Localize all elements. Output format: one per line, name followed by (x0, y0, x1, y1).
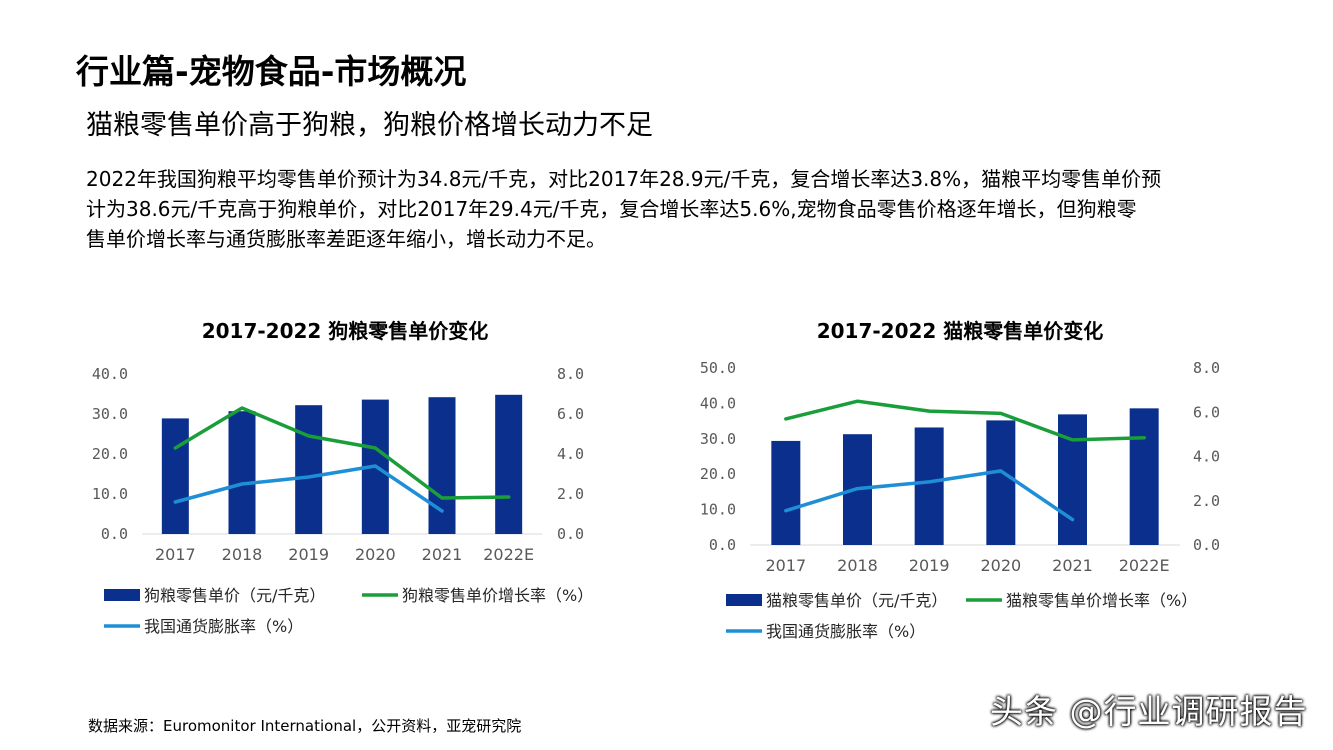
x-axis-tick-label: 2020 (980, 556, 1021, 575)
y2-axis-tick-label: 6.0 (557, 405, 584, 423)
bar (914, 427, 944, 545)
y-axis-tick-label: 40.0 (92, 365, 128, 383)
x-axis-tick-label: 2018 (837, 556, 878, 575)
y-axis-tick-label: 10.0 (92, 485, 128, 503)
y-axis-tick-label: 30.0 (700, 430, 736, 448)
y-axis-tick-label: 0.0 (101, 525, 128, 543)
bar (1129, 408, 1159, 545)
inflation-rate-line (173, 464, 444, 513)
legend-label: 狗粮零售单价增长率（%） (402, 586, 593, 605)
x-axis-tick-label: 2022E (483, 545, 534, 564)
legend-swatch-bar (726, 594, 762, 606)
y2-axis-tick-label: 0.0 (1193, 536, 1220, 554)
watermark: 头条 @行业调研报告 (990, 692, 1308, 731)
x-axis-tick-label: 2022E (1119, 556, 1170, 575)
legend-swatch-bar (104, 589, 140, 601)
body-paragraph: 2022年我国狗粮平均零售单价预计为34.8元/千克，对比2017年28.9元/… (86, 164, 1261, 254)
page-subtitle: 猫粮零售单价高于狗粮，狗粮价格增长动力不足 (86, 110, 653, 141)
y2-axis-tick-label: 8.0 (1193, 359, 1220, 377)
body-line: 计为38.6元/千克高于狗粮单价，对比2017年29.4元/千克，复合增长率达5… (86, 197, 1137, 221)
y2-axis-tick-label: 4.0 (557, 445, 584, 463)
chart-title: 2017-2022 猫粮零售单价变化 (817, 319, 1104, 343)
bar (228, 411, 256, 534)
y2-axis-tick-label: 8.0 (557, 365, 584, 383)
x-axis-tick-label: 2021 (1052, 556, 1093, 575)
y2-axis-tick-label: 2.0 (1193, 492, 1220, 510)
y-axis-tick-label: 20.0 (92, 445, 128, 463)
bar (986, 420, 1016, 545)
x-axis-tick-label: 2020 (355, 545, 396, 564)
y-axis-tick-label: 10.0 (700, 501, 736, 519)
bar (495, 394, 523, 534)
y2-axis-tick-label: 6.0 (1193, 403, 1220, 421)
body-line: 2022年我国狗粮平均零售单价预计为34.8元/千克，对比2017年28.9元/… (86, 167, 1162, 191)
growth-rate-line (784, 399, 1146, 442)
bar (1058, 414, 1087, 545)
inflation-rate-line (784, 469, 1075, 522)
x-axis-tick-label: 2017 (155, 545, 196, 564)
legend-label: 我国通货膨胀率（%） (766, 622, 925, 641)
y-axis-tick-label: 20.0 (700, 465, 736, 483)
bar (295, 405, 323, 534)
x-axis-tick-label: 2017 (765, 556, 806, 575)
legend-label: 狗粮零售单价（元/千克） (144, 586, 325, 605)
legend-label: 猫粮零售单价（元/千克） (766, 591, 947, 610)
x-axis-tick-label: 2019 (909, 556, 950, 575)
y-axis-tick-label: 30.0 (92, 405, 128, 423)
x-axis-tick-label: 2019 (288, 545, 329, 564)
y2-axis-tick-label: 4.0 (1193, 448, 1220, 466)
x-axis-tick-label: 2018 (222, 545, 263, 564)
y-axis-tick-label: 0.0 (709, 536, 736, 554)
legend-label: 我国通货膨胀率（%） (144, 617, 303, 636)
y-axis-tick-label: 40.0 (700, 394, 736, 412)
legend-label: 猫粮零售单价增长率（%） (1006, 591, 1197, 610)
bar (771, 440, 801, 545)
body-line: 售单价增长率与通货膨胀率差距逐年缩小，增长动力不足。 (86, 227, 606, 251)
y2-axis-tick-label: 0.0 (557, 525, 584, 543)
page-title: 行业篇-宠物食品-市场概况 (76, 52, 467, 91)
growth-rate-line (173, 406, 511, 500)
bar (161, 418, 189, 534)
y-axis-tick-label: 50.0 (700, 359, 736, 377)
x-axis-tick-label: 2021 (422, 545, 463, 564)
y2-axis-tick-label: 2.0 (557, 485, 584, 503)
chart-title: 2017-2022 狗粮零售单价变化 (202, 319, 489, 343)
data-source-note: 数据来源：Euromonitor International，公开资料，亚宠研究… (88, 717, 522, 735)
